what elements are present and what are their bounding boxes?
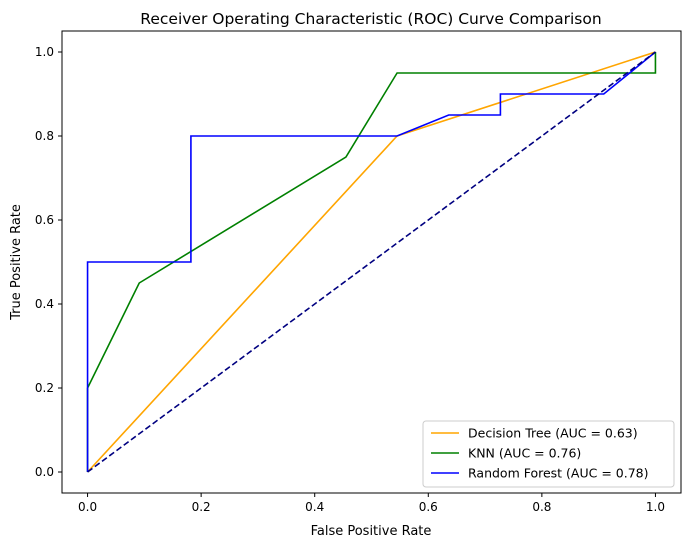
x-axis: 0.0 0.2 0.4 0.6 0.8 1.0 [78, 493, 665, 514]
legend-box [422, 420, 675, 488]
y-axis: 0.0 0.2 0.4 0.6 0.8 1.0 [35, 45, 62, 479]
x-tick-label: 0.2 [192, 500, 211, 514]
y-tick-label: 0.8 [35, 129, 54, 143]
x-tick-label: 1.0 [646, 500, 665, 514]
legend: Decision Tree (AUC = 0.63) KNN (AUC = 0.7… [422, 420, 675, 488]
x-tick-label: 0.8 [532, 500, 551, 514]
y-tick-label: 0.6 [35, 213, 54, 227]
x-axis-label: False Positive Rate [311, 524, 432, 539]
y-tick-label: 0.0 [35, 465, 54, 479]
y-tick-label: 1.0 [35, 45, 54, 59]
legend-entry: KNN (AUC = 0.76) [468, 446, 581, 461]
y-tick-label: 0.4 [35, 297, 54, 311]
plot-area [61, 30, 682, 494]
chance-diagonal-line [87, 51, 656, 473]
y-tick-label: 0.2 [35, 381, 54, 395]
x-tick-label: 0.6 [419, 500, 438, 514]
y-axis-label: True Positive Rate [9, 204, 24, 321]
x-tick-label: 0.0 [78, 500, 97, 514]
plot-frame [61, 30, 682, 494]
chart-title: Receiver Operating Characteristic (ROC) … [140, 10, 601, 28]
legend-entry: Decision Tree (AUC = 0.63) [468, 426, 638, 441]
legend-entry: Random Forest (AUC = 0.78) [468, 466, 649, 481]
x-tick-label: 0.4 [305, 500, 324, 514]
series-line-random [86, 51, 656, 472]
